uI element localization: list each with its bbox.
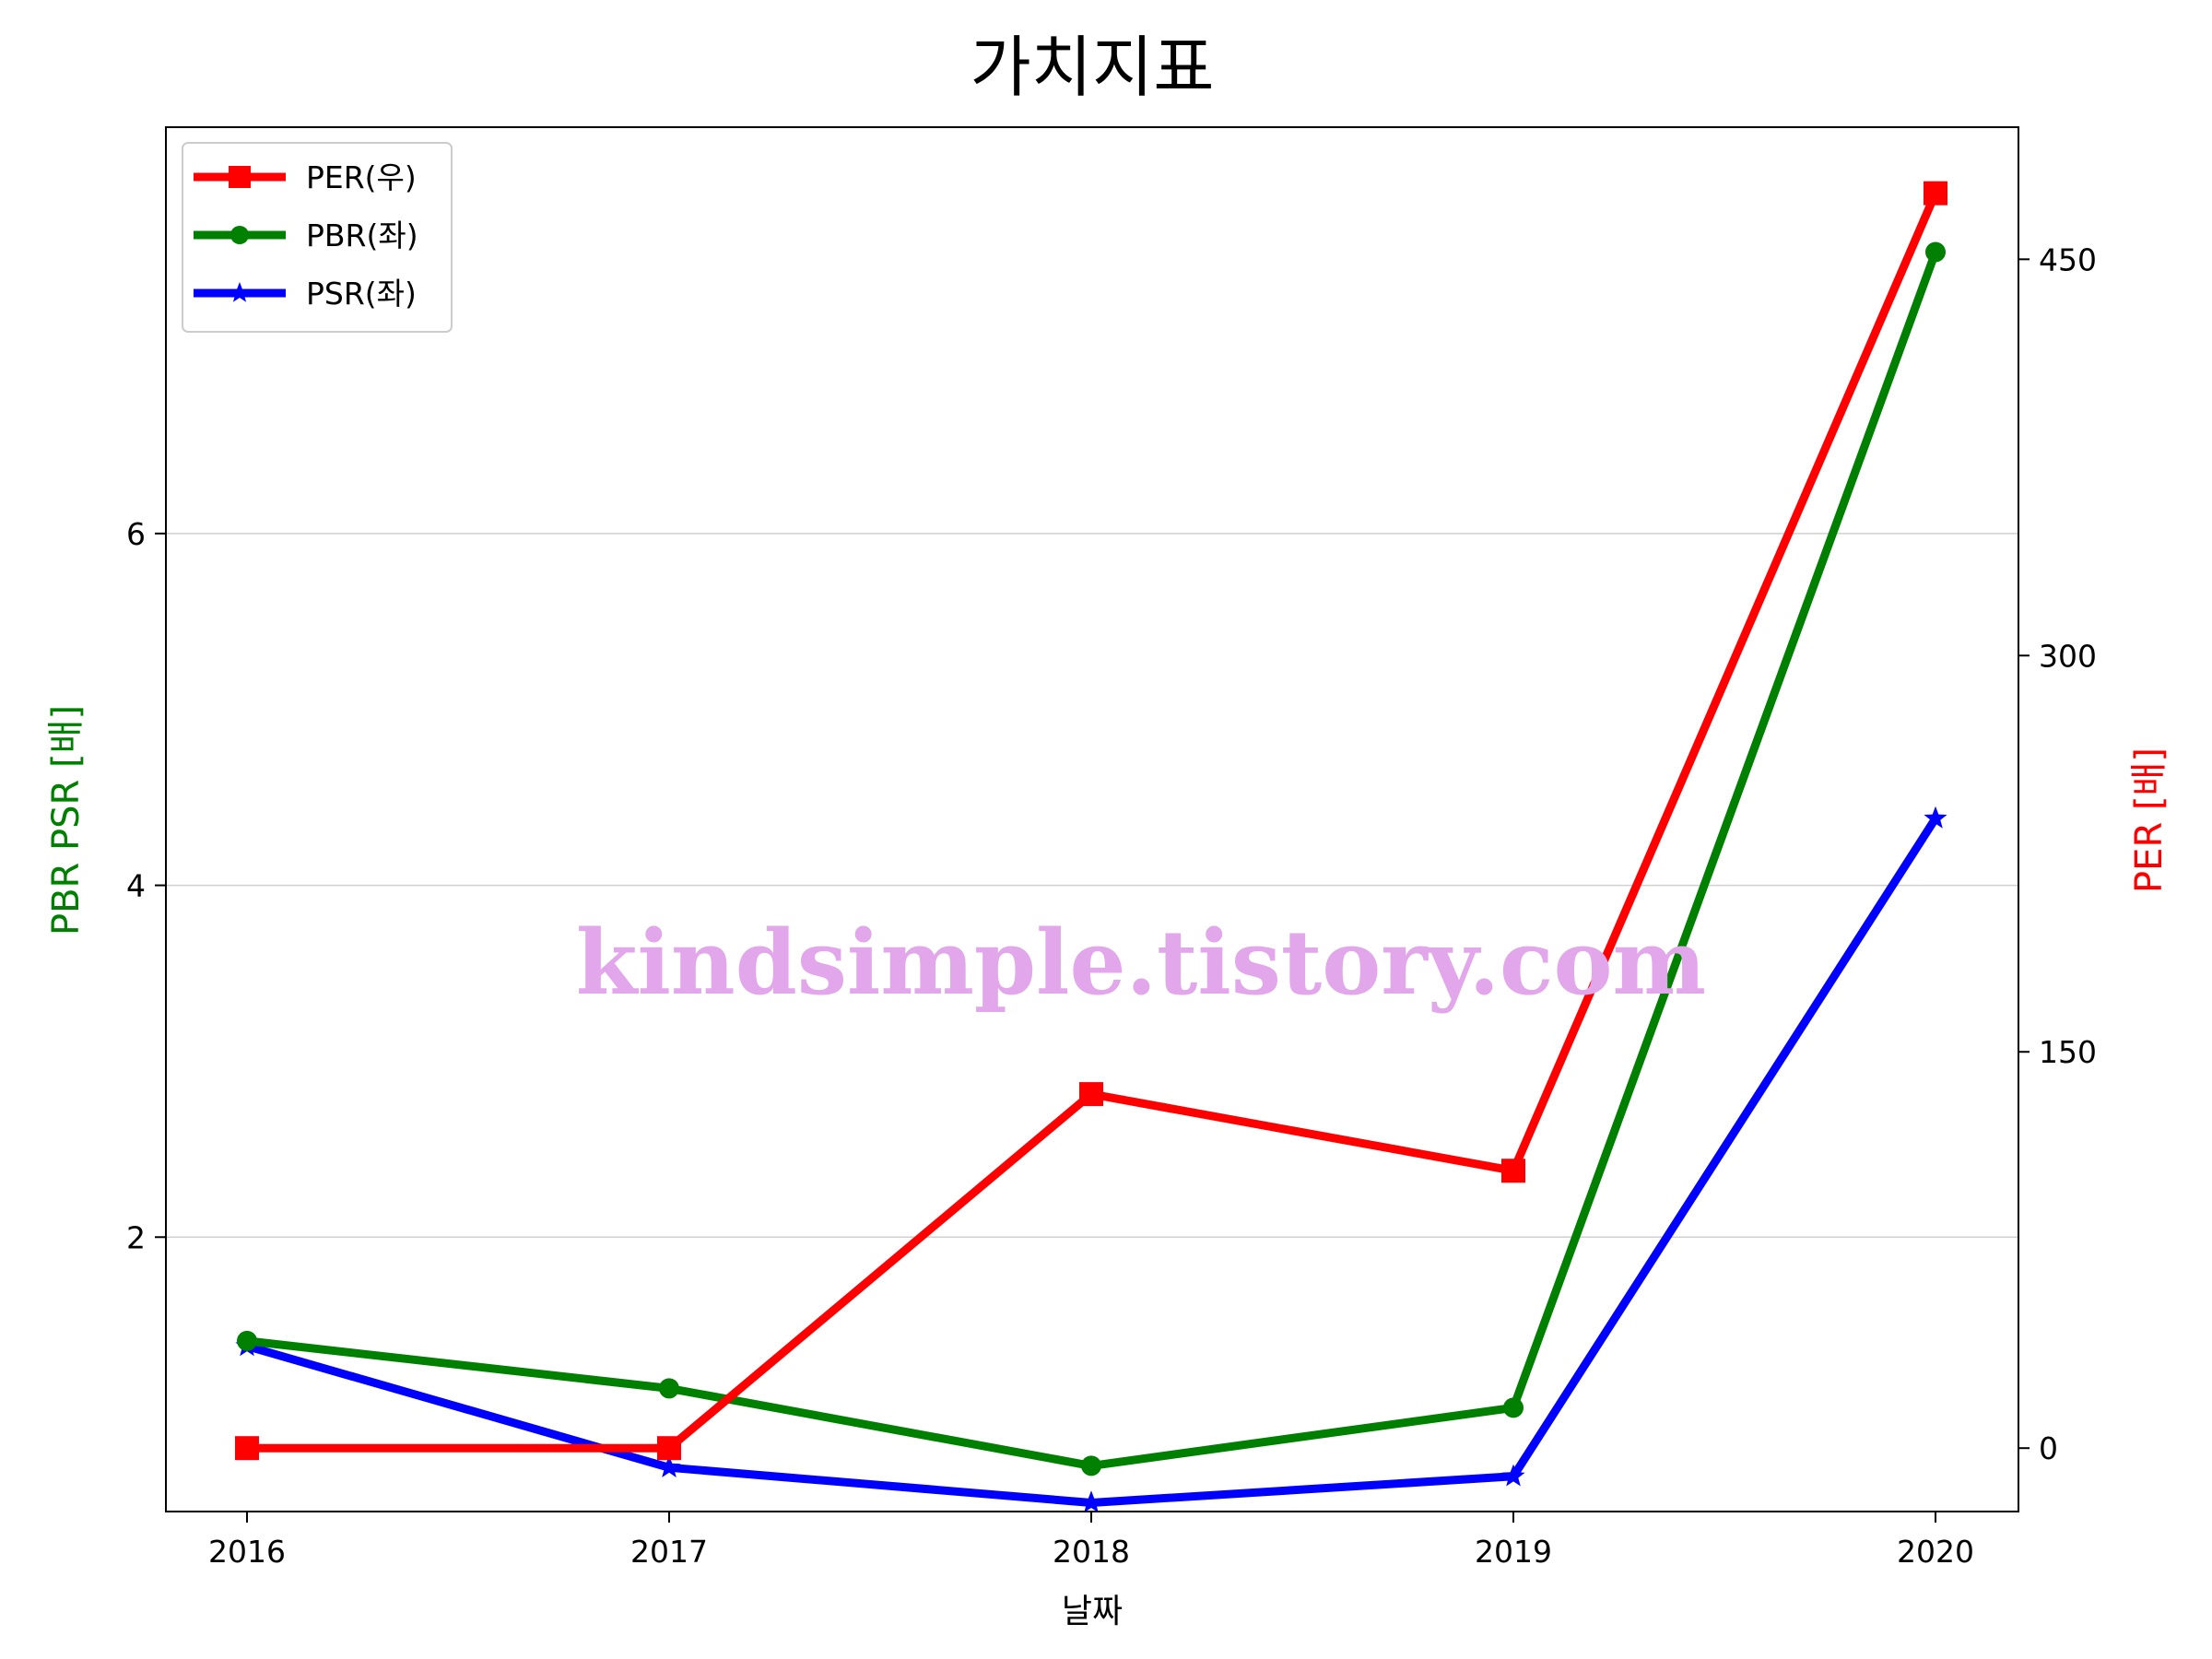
x-tick-label: 2018	[1053, 1534, 1130, 1570]
y-right-tick-label: 0	[2039, 1430, 2058, 1466]
legend-marker	[229, 166, 251, 188]
data-point	[1501, 1159, 1525, 1183]
y-left-tick-label: 2	[126, 1219, 146, 1255]
data-point	[1503, 1397, 1524, 1418]
data-point	[1925, 241, 1946, 263]
y-right-tick-label: 150	[2039, 1034, 2097, 1070]
legend-entry: PER(우)	[194, 159, 417, 195]
ticks: 2 4 6 0 150 300 450 2016 2017 2018 2019 2020	[126, 241, 2097, 1570]
legend-marker	[229, 282, 251, 302]
legend-frame	[182, 142, 453, 333]
data-point	[659, 1378, 679, 1399]
chart-title: 가치지표	[971, 29, 1215, 106]
legend-entry: PSR(좌)	[194, 276, 417, 312]
data-point	[1079, 1490, 1103, 1513]
legend-entry: PBR(좌)	[194, 218, 418, 253]
data-point	[1501, 1464, 1525, 1487]
x-tick-label: 2019	[1475, 1534, 1552, 1570]
legend-marker	[230, 226, 249, 244]
x-tick-label: 2020	[1897, 1534, 1974, 1570]
y-right-tick-label: 450	[2039, 241, 2097, 277]
data-point	[657, 1455, 681, 1477]
x-tick-label: 2016	[208, 1534, 286, 1570]
series-PBR(좌)	[237, 241, 1946, 1477]
data-point	[237, 1330, 257, 1351]
x-tick-label: 2017	[630, 1534, 708, 1570]
grid-lines	[166, 533, 2018, 1239]
y-left-tick-label: 6	[126, 516, 146, 552]
series-PER(우)	[235, 181, 1947, 1461]
y-left-tick-label: 4	[126, 868, 146, 904]
y-axis-right-label: PER [배]	[2128, 747, 2171, 893]
legend-label: PBR(좌)	[306, 218, 418, 253]
legend: PER(우) PBR(좌) PSR(좌)	[182, 142, 453, 333]
data-point	[1079, 1082, 1103, 1107]
x-axis-label: 날짜	[1062, 1593, 1123, 1630]
data-point	[657, 1436, 681, 1461]
data-point	[235, 1436, 259, 1461]
watermark: kindsimple.tistory.com	[576, 911, 1706, 1015]
y-axis-left-label: PBR PSR [배]	[45, 705, 88, 935]
data-point	[1924, 806, 1947, 829]
y-right-tick-label: 300	[2039, 638, 2097, 674]
legend-label: PER(우)	[306, 159, 417, 195]
series-layer	[235, 181, 1947, 1513]
data-point	[1081, 1455, 1101, 1477]
legend-label: PSR(좌)	[306, 276, 417, 312]
data-point	[1924, 181, 1947, 206]
